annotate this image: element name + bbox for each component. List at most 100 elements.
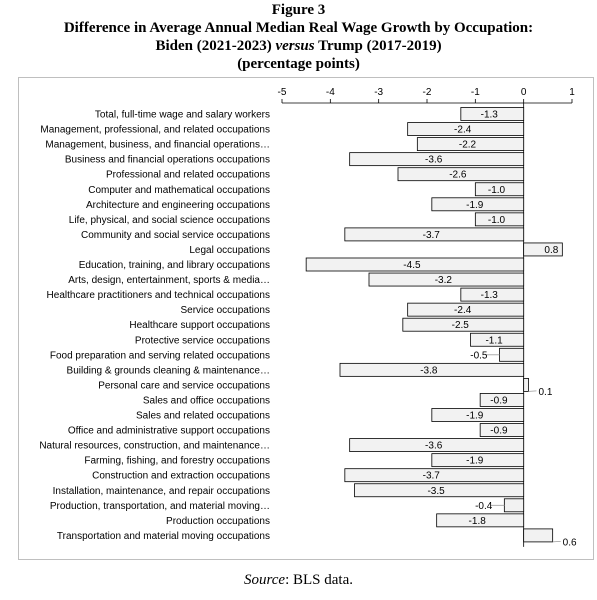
- bar: [339, 362, 525, 377]
- bar: [344, 227, 525, 242]
- data-label: -1.0: [488, 185, 506, 196]
- x-tick-label: 0: [521, 87, 527, 98]
- bar: [503, 498, 525, 513]
- data-label: -3.6: [425, 441, 443, 452]
- category-label: Food preparation and serving related occ…: [50, 350, 270, 361]
- data-label: -1.3: [481, 110, 499, 121]
- category-label: Management, professional, and related oc…: [40, 125, 270, 136]
- data-label: -3.7: [423, 471, 441, 482]
- data-label: -2.2: [459, 140, 477, 151]
- data-labels: -1.3 -2.4 -2.2 -3.6 -2.6 -1.0 -1.9 -1.0 -3.7 0.8 -…: [403, 110, 577, 549]
- data-label: -0.9: [490, 426, 508, 437]
- x-tick-label: -1: [471, 87, 480, 98]
- category-label: Education, training, and library occupat…: [79, 260, 270, 271]
- chart-title-line-1: Difference in Average Annual Median Real…: [63, 20, 534, 36]
- category-label: Production, transportation, and material…: [50, 501, 270, 512]
- category-label: Installation, maintenance, and repair oc…: [53, 486, 270, 497]
- x-tick-label: -5: [278, 87, 287, 98]
- figure-number: Figure 3: [271, 2, 326, 18]
- x-tick-label: 1: [569, 87, 575, 98]
- category-label: Service occupations: [181, 305, 271, 316]
- bar: [474, 182, 525, 197]
- bar: [407, 302, 525, 317]
- data-label: -3.2: [435, 275, 453, 286]
- category-label: Transportation and material moving occup…: [57, 531, 270, 542]
- category-label: Healthcare support occupations: [129, 320, 270, 331]
- data-label: -1.9: [466, 411, 484, 422]
- data-label: -3.8: [420, 365, 438, 376]
- data-label: -1.9: [466, 456, 484, 467]
- data-label: -2.4: [454, 305, 472, 316]
- category-label: Life, physical, and social science occup…: [69, 215, 270, 226]
- bar: [479, 393, 525, 407]
- bar: [349, 152, 525, 167]
- data-label: -2.5: [452, 320, 470, 331]
- category-label: Building & grounds cleaning & maintenanc…: [67, 365, 270, 376]
- bar: [479, 423, 525, 437]
- category-label: Business and financial operations occupa…: [65, 155, 270, 166]
- bars: [305, 107, 563, 543]
- bar: [431, 453, 525, 468]
- category-label: Protective service occupations: [135, 335, 270, 346]
- bar: [344, 468, 525, 483]
- category-label: Community and social service occupations: [81, 230, 270, 241]
- title-biden-period: Biden (2021-2023): [155, 38, 272, 54]
- data-label: -0.5: [470, 350, 488, 361]
- bar: [397, 167, 525, 182]
- bar: [499, 347, 525, 362]
- category-label: Computer and mathematical occupations: [88, 185, 270, 196]
- data-label: -1.8: [469, 516, 487, 527]
- bar: [431, 197, 525, 212]
- chart-frame: [18, 77, 594, 560]
- bar: [305, 257, 525, 272]
- data-label: -1.3: [481, 290, 499, 301]
- data-label: -3.7: [423, 230, 441, 241]
- category-label: Office and administrative support occupa…: [68, 426, 270, 437]
- bar: [354, 483, 525, 498]
- category-labels: Total, full-time wage and salary workers…: [39, 110, 270, 542]
- data-label: -1.9: [466, 200, 484, 211]
- category-label: Sales and office occupations: [143, 395, 270, 406]
- data-label: -1.0: [488, 215, 506, 226]
- category-label: Professional and related occupations: [106, 170, 270, 181]
- category-label: Personal care and service occupations: [98, 380, 270, 391]
- x-tick-label: -2: [423, 87, 432, 98]
- bar: [416, 137, 525, 152]
- data-label: -1.1: [485, 335, 503, 346]
- leader-line: [552, 541, 561, 543]
- bar: [523, 528, 554, 543]
- bar: [460, 287, 525, 302]
- title-trump-period: Trump (2017-2019): [318, 38, 442, 54]
- data-label: 0.6: [563, 537, 577, 548]
- data-label: -0.9: [490, 395, 508, 406]
- category-label: Arts, design, entertainment, sports & me…: [68, 275, 270, 286]
- category-label: Healthcare practitioners and technical o…: [47, 290, 270, 301]
- data-label: 0.8: [544, 245, 558, 256]
- bar: [436, 513, 525, 528]
- bar: [349, 438, 525, 453]
- category-label: Farming, fishing, and forestry occupatio…: [84, 456, 270, 467]
- leader-line: [528, 390, 537, 392]
- bar: [368, 272, 525, 287]
- chart-title-line-2: Biden (2021-2023) versus Trump (2017-201…: [0, 38, 597, 55]
- category-label: Legal occupations: [189, 245, 270, 256]
- data-label: -0.4: [475, 501, 493, 512]
- bar: [523, 377, 529, 392]
- x-tick-label: -3: [374, 87, 383, 98]
- chart-units-subtitle: (percentage points): [237, 56, 360, 72]
- category-label: Sales and related occupations: [136, 411, 270, 422]
- category-label: Natural resources, construction, and mai…: [39, 441, 270, 452]
- bar: [470, 332, 525, 347]
- data-label: -3.5: [427, 486, 445, 497]
- data-label: -2.4: [454, 125, 472, 136]
- title-versus: versus: [275, 38, 315, 54]
- bar: [460, 107, 525, 121]
- data-label: -2.6: [449, 170, 467, 181]
- category-label: Construction and extraction occupations: [92, 471, 270, 482]
- bar: [402, 317, 525, 332]
- source-text: : BLS data.: [285, 572, 354, 588]
- category-label: Production occupations: [166, 516, 270, 527]
- x-tick-label: -4: [326, 87, 335, 98]
- source-word: Source: [243, 572, 286, 588]
